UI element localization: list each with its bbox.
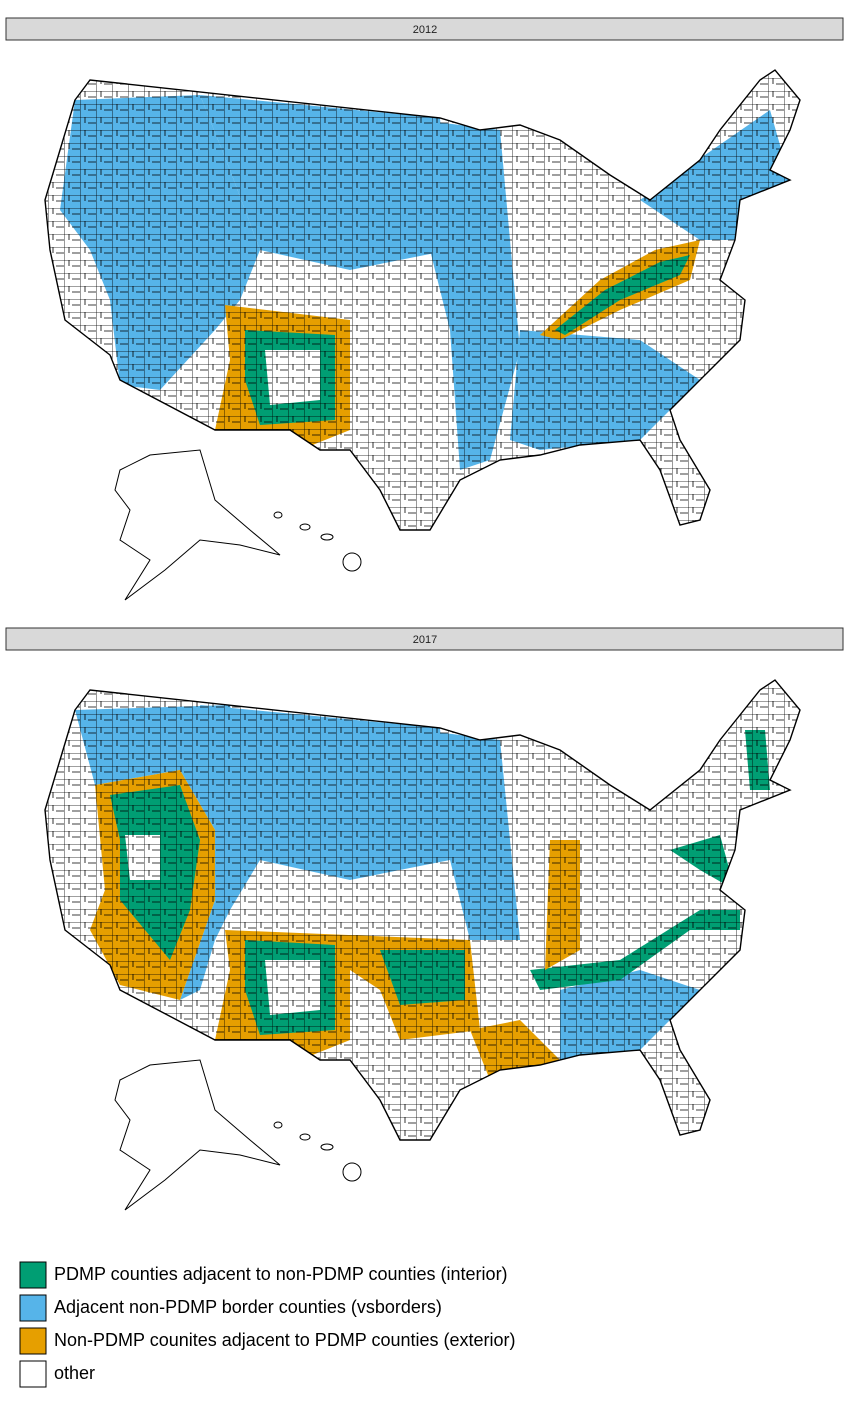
- legend-label: Adjacent non-PDMP border counties (vsbor…: [54, 1297, 442, 1317]
- legend-swatch: [19, 1294, 47, 1322]
- legend-label: PDMP counties adjacent to non-PDMP count…: [54, 1264, 508, 1284]
- legend-label: Non-PDMP counites adjacent to PDMP count…: [54, 1330, 516, 1350]
- legend-swatch: [19, 1261, 47, 1289]
- legend-swatch: [19, 1327, 47, 1355]
- map: [44, 679, 801, 1211]
- panel-title: 2012: [413, 24, 437, 36]
- map: [44, 69, 801, 601]
- panel-strip: [5, 627, 844, 651]
- legend: PDMP counties adjacent to non-PDMP count…: [19, 1261, 516, 1388]
- legend-label: other: [54, 1363, 95, 1383]
- panel-strip: [5, 17, 844, 41]
- panel-title: 2017: [413, 634, 437, 646]
- legend-swatch: [19, 1360, 47, 1388]
